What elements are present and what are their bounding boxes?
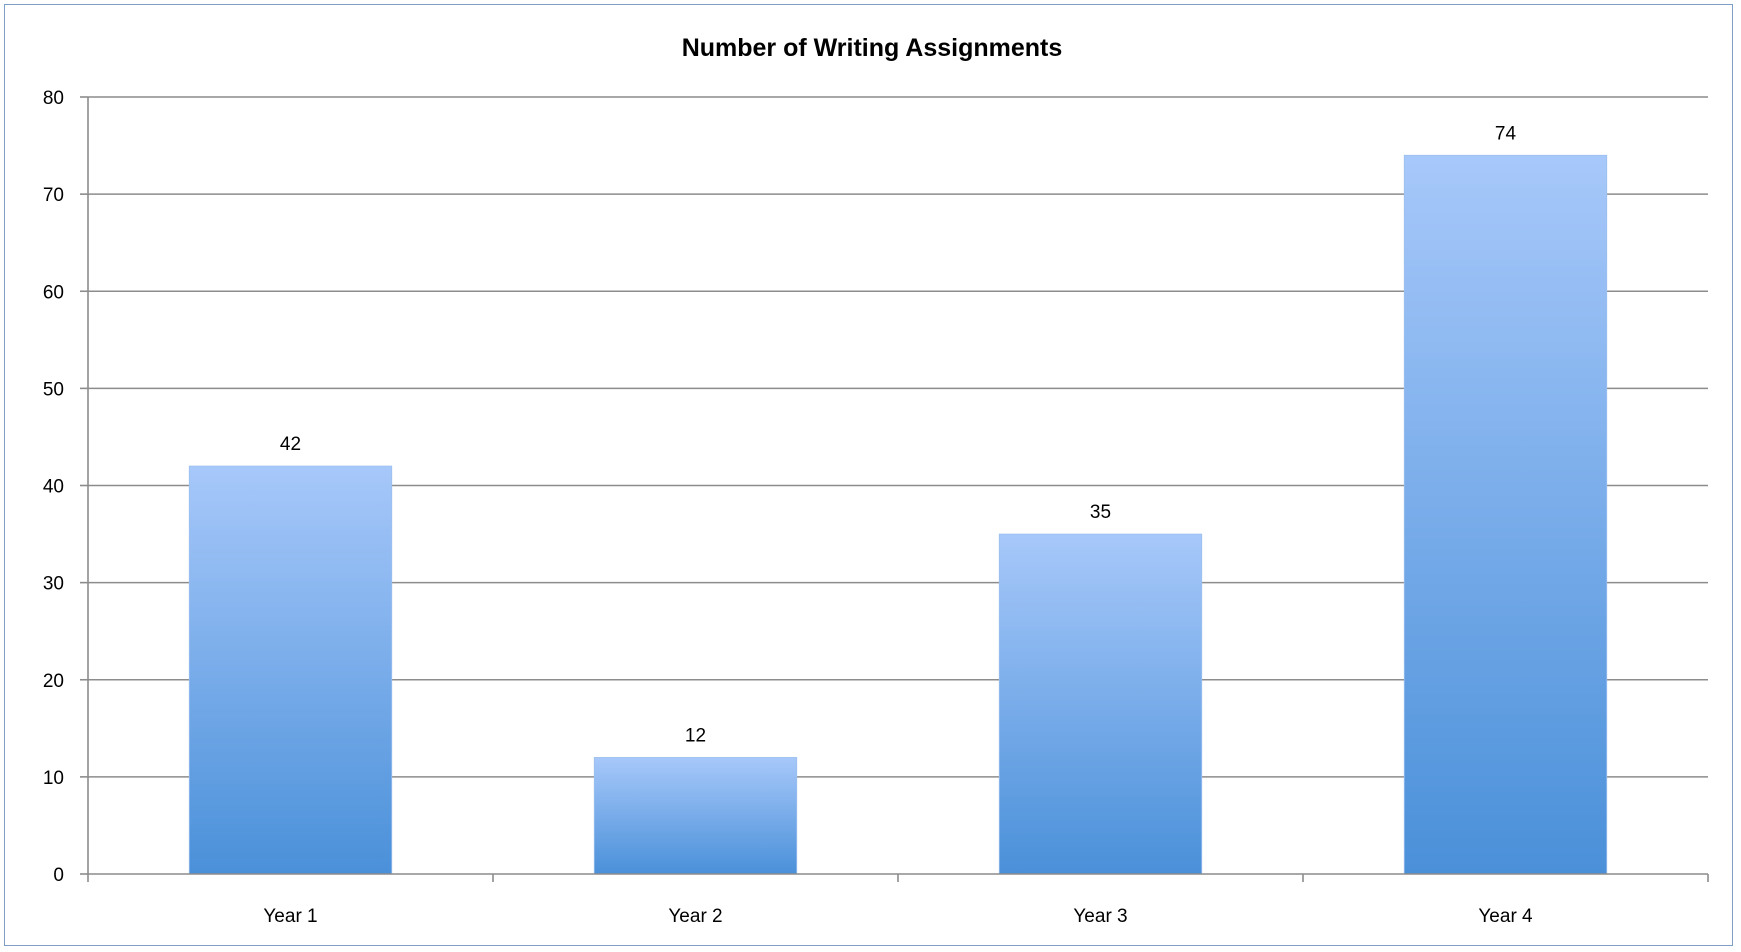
x-tick-label: Year 1 xyxy=(263,906,317,927)
x-tick-label: Year 2 xyxy=(668,906,722,927)
x-tick-label: Year 3 xyxy=(1073,906,1127,927)
bar-year-4 xyxy=(1403,154,1608,875)
data-label: 74 xyxy=(1495,123,1517,144)
y-tick-label: 60 xyxy=(43,282,64,303)
y-tick-label: 10 xyxy=(43,768,64,789)
bar-year-3 xyxy=(998,533,1203,875)
y-tick-label: 0 xyxy=(53,865,64,886)
x-tick-label: Year 4 xyxy=(1478,906,1533,927)
y-tick-label: 20 xyxy=(43,671,64,692)
data-labels: 42 12 35 74 xyxy=(280,123,1517,746)
bar-year-2 xyxy=(593,757,798,875)
y-tick-label: 80 xyxy=(43,88,64,109)
y-tick-label: 50 xyxy=(43,379,64,400)
y-axis-ticks: 0 10 20 30 40 50 60 70 80 xyxy=(43,88,88,886)
y-tick-label: 30 xyxy=(43,574,64,595)
y-tick-label: 70 xyxy=(43,185,64,206)
data-label: 12 xyxy=(685,725,706,746)
y-tick-label: 40 xyxy=(43,477,64,498)
data-label: 42 xyxy=(280,434,301,455)
data-label: 35 xyxy=(1090,502,1111,523)
x-axis-ticks: Year 1 Year 2 Year 3 Year 4 xyxy=(87,874,1709,927)
bar-year-1 xyxy=(188,465,393,875)
chart-title: Number of Writing Assignments xyxy=(682,34,1063,62)
bars xyxy=(188,154,1608,875)
